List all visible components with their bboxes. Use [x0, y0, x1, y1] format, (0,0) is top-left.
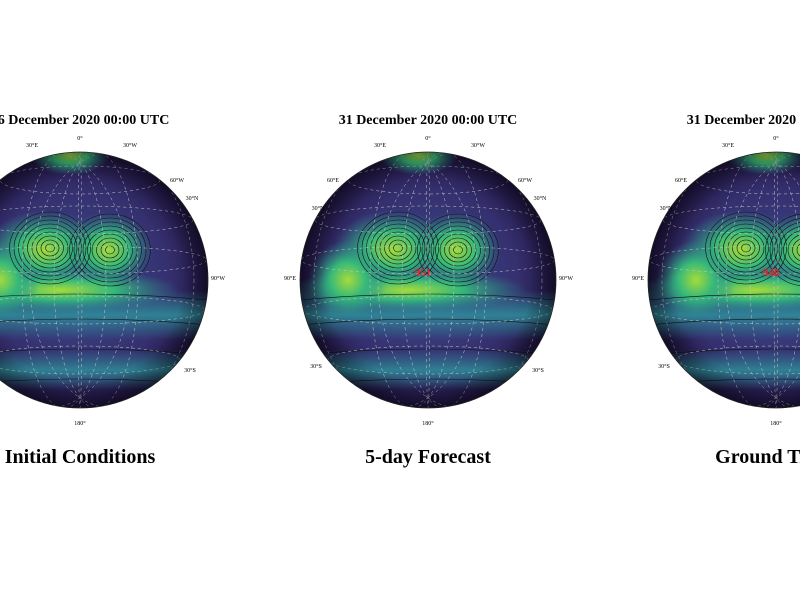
panel-title: 31 December 2020 00:00 UTC: [687, 113, 800, 128]
grid-label: 0°: [77, 135, 83, 142]
grid-label: 30°N: [534, 195, 547, 202]
grid-label: 0°: [425, 135, 431, 142]
grid-label: 30°S: [532, 367, 544, 374]
grid-label: 180°: [770, 420, 782, 427]
grid-label: 90°E: [284, 275, 296, 282]
globe-outline: [299, 151, 557, 409]
grid-label: 30°N: [660, 205, 673, 212]
globe-outline: [647, 151, 800, 409]
pressure-label: 951: [415, 267, 432, 279]
panel: 26 December 2020 00:00 UTC0°30°E30°W60°E…: [0, 113, 225, 468]
panel-caption: 5-day Forecast: [365, 446, 491, 468]
grid-label: 60°W: [518, 177, 532, 184]
panel-caption: Initial Conditions: [5, 446, 156, 468]
globe-outline: [0, 151, 209, 409]
grid-label: 30°S: [658, 363, 670, 370]
globe: [0, 152, 208, 408]
grid-label: 60°E: [675, 177, 687, 184]
grid-label: 60°E: [327, 177, 339, 184]
grid-label: 90°E: [632, 275, 644, 282]
panel-title: 26 December 2020 00:00 UTC: [0, 113, 169, 128]
grid-label: 30°W: [471, 142, 485, 149]
globe: [300, 152, 556, 408]
grid-label: 90°W: [211, 275, 225, 282]
globe-shade: [300, 152, 556, 408]
grid-label: 30°W: [123, 142, 137, 149]
grid-label: 0°: [773, 135, 779, 142]
grid-label: 180°: [74, 420, 86, 427]
grid-label: 30°S: [184, 367, 196, 374]
grid-label: 30°N: [186, 195, 199, 202]
panel: 31 December 2020 00:00 UTC 0° 30°E 30°W 60°E…: [284, 113, 573, 468]
panel-title: 31 December 2020 00:00 UTC: [339, 113, 518, 128]
globe-shade: [648, 152, 800, 408]
panel-caption: Ground Truth: [715, 446, 800, 468]
grid-label: 30°S: [310, 363, 322, 370]
grid-label: 30°E: [722, 142, 734, 149]
grid-label: 30°N: [312, 205, 325, 212]
grid-label: 30°E: [374, 142, 386, 149]
grid-label: 60°W: [170, 177, 184, 184]
grid-label: 180°: [422, 420, 434, 427]
globe: [648, 152, 800, 408]
grid-label: 30°E: [26, 142, 38, 149]
pressure-label: 948: [763, 267, 780, 279]
panel: 31 December 2020 00:00 UTC0°30°E30°W60°E…: [632, 113, 800, 468]
globe-shade: [0, 152, 208, 408]
grid-label: 90°W: [559, 275, 573, 282]
